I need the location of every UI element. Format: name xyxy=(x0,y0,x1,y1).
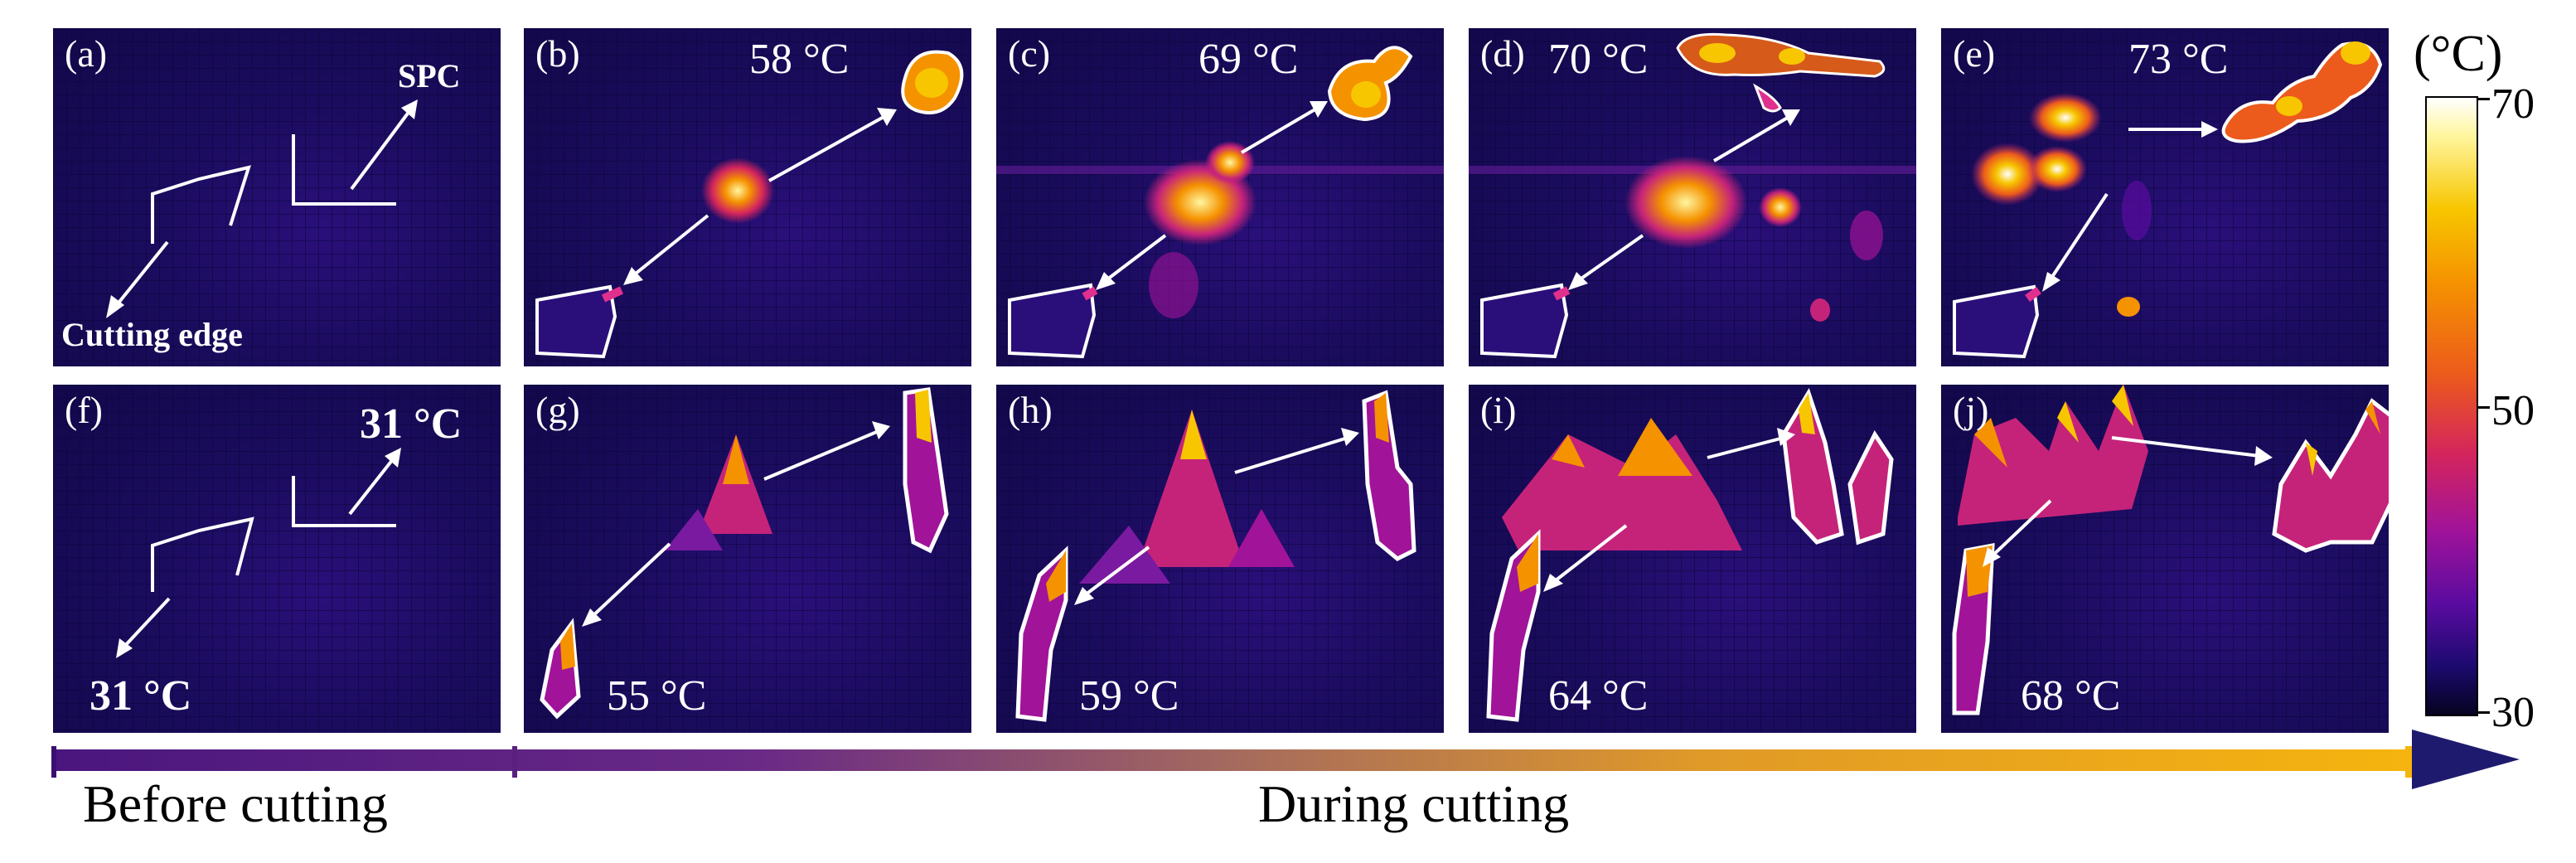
panel-j-temperature: 68 °C xyxy=(2021,672,2121,720)
spc-label: SPC xyxy=(398,57,461,95)
colorbar-unit: (°C) xyxy=(2414,26,2503,82)
thermal-panel-f: (f) 31 °C 31 °C xyxy=(53,385,501,733)
panel-label-g: (g) xyxy=(535,389,580,431)
colorbar-tick-min xyxy=(2478,711,2490,714)
thermal-panel-c: (c) 69 °C xyxy=(996,28,1444,366)
timeline-end-tick xyxy=(2405,746,2412,778)
panel-label-e: (e) xyxy=(1953,32,1996,75)
timeline-bar xyxy=(51,749,2412,771)
thermal-panel-d: (d) 70 °C xyxy=(1469,28,1916,366)
colorbar-label-min: 30 xyxy=(2491,689,2535,736)
panel-c-overlay xyxy=(996,46,1444,359)
panel-label-h: (h) xyxy=(1008,389,1053,431)
timeline-start-tick xyxy=(51,746,56,778)
colorbar-tick-max xyxy=(2478,98,2490,100)
thermal-panel-h: (h) 59 °C xyxy=(996,385,1444,733)
colorbar-tick-mid xyxy=(2478,406,2490,409)
cutting-edge-label: Cutting edge xyxy=(61,316,243,353)
panel-c-temperature: 69 °C xyxy=(1198,36,1299,83)
panel-d-temperature: 70 °C xyxy=(1548,36,1649,83)
thermal-panel-e: (e) 73 °C xyxy=(1941,28,2389,366)
panel-b-overlay xyxy=(535,50,964,359)
thermal-panel-i: (i) 64 °C xyxy=(1469,385,1916,733)
panel-f-temperature-spc: 31 °C xyxy=(360,400,462,448)
panel-label-a: (a) xyxy=(65,32,108,75)
panel-i-temperature: 64 °C xyxy=(1548,672,1649,720)
thermal-panel-a: (a) SPC Cutting edge xyxy=(53,28,501,366)
panel-label-i: (i) xyxy=(1480,389,1517,431)
panel-g-overlay xyxy=(540,387,949,720)
panel-h-temperature: 59 °C xyxy=(1079,672,1179,720)
panel-b-temperature: 58 °C xyxy=(749,36,850,83)
timeline-arrowhead-icon xyxy=(2412,730,2520,789)
thermal-panel-j: (j) 68 °C xyxy=(1941,385,2389,733)
colorbar-label-mid: 50 xyxy=(2491,387,2535,434)
panel-label-d: (d) xyxy=(1480,32,1525,75)
panel-e-temperature: 73 °C xyxy=(2128,36,2229,83)
panel-a-overlay xyxy=(106,99,418,318)
thermal-panel-b: (b) 58 °C xyxy=(524,28,971,366)
panel-f-overlay xyxy=(116,448,401,658)
timeline-divider-tick xyxy=(512,746,517,778)
panel-j-overlay xyxy=(1952,385,2389,715)
panel-i-overlay xyxy=(1486,388,1894,722)
phase-before-cutting: Before cutting xyxy=(83,774,388,833)
panel-label-f: (f) xyxy=(65,389,103,431)
colorbar-label-max: 70 xyxy=(2491,80,2535,128)
panel-e-overlay xyxy=(1953,41,2383,359)
panel-label-j: (j) xyxy=(1953,389,1989,431)
phase-during-cutting: During cutting xyxy=(1258,774,1570,833)
panel-g-temperature: 55 °C xyxy=(607,672,707,720)
panel-label-b: (b) xyxy=(535,32,580,75)
panel-d-overlay xyxy=(1469,32,1916,359)
temperature-colorbar xyxy=(2425,96,2478,716)
panel-h-overlay xyxy=(1015,390,1416,722)
panel-label-c: (c) xyxy=(1008,32,1051,75)
panel-f-temperature-edge: 31 °C xyxy=(90,672,192,720)
thermal-panel-g: (g) 55 °C xyxy=(524,385,971,733)
